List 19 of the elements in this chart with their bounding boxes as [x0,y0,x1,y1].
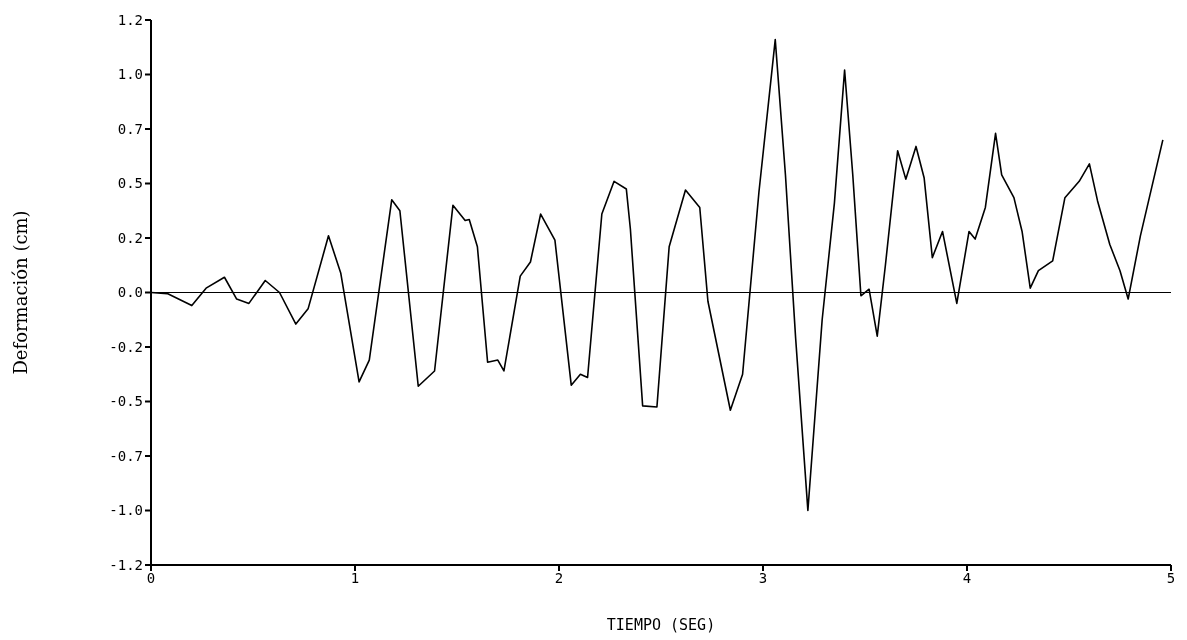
x-tick-label: 1 [350,569,360,586]
x-axis-title: TIEMPO (SEG) [606,616,716,634]
x-tick-label: 0 [146,569,156,586]
y-tick-label: -0.7 [109,447,143,464]
y-tick-label: 1.2 [117,11,143,28]
y-tick-label: -1.2 [109,556,143,573]
y-tick-label: -1.0 [109,502,143,519]
y-tick-label: 0.0 [117,284,143,301]
y-tick-label: -0.2 [109,338,143,355]
x-tick-label: 2 [554,569,564,586]
x-tick-label: 4 [962,569,972,586]
y-tick-label: 0.5 [117,175,143,192]
x-tick-label: 3 [758,569,768,586]
y-tick-label: 0.2 [117,229,143,246]
y-tick-label: 0.7 [117,120,143,137]
x-tick-label: 5 [1166,569,1176,586]
y-tick-label: -0.5 [109,393,143,410]
y-axis-title: Deformación (cm) [10,210,32,375]
y-tick-label: 1.0 [117,66,143,83]
